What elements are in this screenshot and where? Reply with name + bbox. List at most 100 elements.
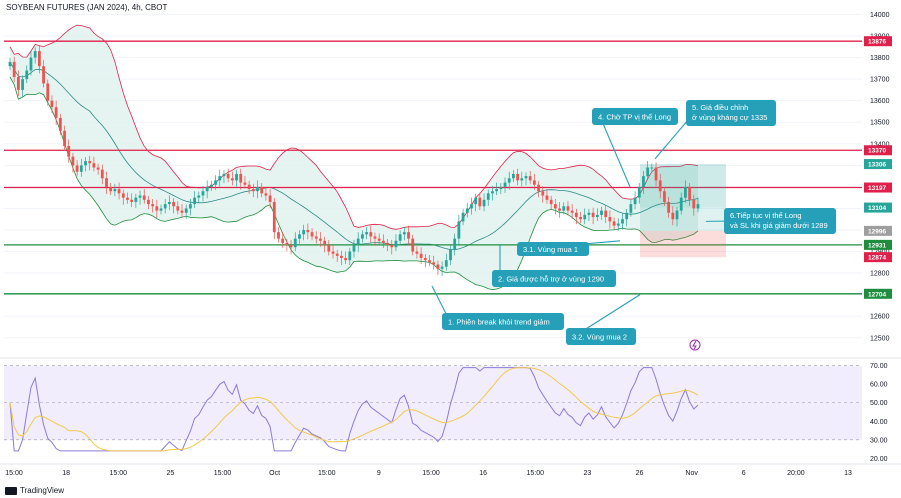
time-tick: 15:00 xyxy=(318,470,336,477)
candle-body xyxy=(222,173,226,177)
candle-body xyxy=(214,180,217,185)
candle-body xyxy=(184,208,188,213)
candle-body xyxy=(587,212,591,215)
horizontal-levels xyxy=(4,40,862,295)
candle-body xyxy=(365,232,368,235)
price-label-bg xyxy=(864,145,892,156)
candle-body xyxy=(243,182,247,185)
candle-body xyxy=(230,178,234,181)
time-tick: 20:00 xyxy=(787,470,805,477)
candle-body xyxy=(419,253,423,259)
candle-body xyxy=(256,186,259,192)
candle-body xyxy=(134,197,138,202)
annotation-text: 1. Phiên break khỏi trend giảm xyxy=(448,318,550,327)
candle-body xyxy=(650,167,654,169)
candle-body xyxy=(117,189,121,194)
candle-body xyxy=(46,83,50,101)
candle-body xyxy=(151,204,155,207)
candle-body xyxy=(625,212,629,220)
candle-body xyxy=(373,236,377,239)
annotation-box xyxy=(566,328,636,345)
rsi-tick: 30.00 xyxy=(870,437,888,444)
price-label-bg xyxy=(864,252,892,263)
candle-body xyxy=(235,173,238,181)
rsi-tick: 20.00 xyxy=(870,456,888,463)
candle-body xyxy=(348,251,352,261)
tradingview-icon xyxy=(5,486,17,495)
brand-name: TradingView xyxy=(20,486,65,495)
candle-body xyxy=(205,186,209,192)
candle-body xyxy=(163,204,167,209)
candle-body xyxy=(654,167,658,181)
stop-zone xyxy=(640,230,726,258)
price-label-bg xyxy=(864,225,892,236)
candle-body xyxy=(302,229,306,235)
candle-body xyxy=(449,249,452,261)
bollinger-lower xyxy=(9,76,699,291)
candle-body xyxy=(629,204,633,213)
candle-body xyxy=(272,201,276,233)
price-tick: 12600 xyxy=(870,314,890,321)
candle-body xyxy=(113,189,117,192)
candle-body xyxy=(360,234,364,239)
candle-body xyxy=(323,240,327,246)
candle-body xyxy=(369,232,373,237)
candle-body xyxy=(58,117,62,131)
candle-body xyxy=(696,204,700,209)
candle-body xyxy=(470,204,473,209)
candle-body xyxy=(444,260,448,267)
candle-body xyxy=(159,208,163,211)
candle-body xyxy=(147,199,150,205)
price-tick: 14000 xyxy=(870,12,890,19)
candle-body xyxy=(352,245,356,252)
candle-body xyxy=(415,251,419,254)
candle-body xyxy=(268,195,272,202)
price-axis[interactable]: 1250012600127001280012900130001310013200… xyxy=(864,12,892,342)
annotation-box xyxy=(724,208,836,234)
candle-body xyxy=(692,199,696,209)
time-axis[interactable]: 15:00 18 15:00 25 15:00 Oct 15:00 9 15:00 16 15:00… xyxy=(0,357,901,477)
price-label-bg xyxy=(864,288,892,299)
candle-body xyxy=(138,195,142,198)
candle-body xyxy=(172,201,176,207)
candle-body xyxy=(176,206,180,211)
annotation-pointer xyxy=(599,116,631,188)
candle-body xyxy=(558,208,561,211)
candle-body xyxy=(310,232,314,237)
annotation-text: 3.1. Vùng mua 1 xyxy=(523,245,578,254)
flash-icon-ring xyxy=(689,339,701,351)
price-tick: 13800 xyxy=(870,55,890,62)
chart-title: SOYBEAN FUTURES (JAN 2024), 4h, CBOT xyxy=(6,3,168,12)
time-tick: Oct xyxy=(269,470,280,477)
candle-body xyxy=(633,197,637,205)
candle-body xyxy=(612,221,616,226)
candle-body xyxy=(142,195,146,200)
time-tick: Nov xyxy=(685,470,698,477)
candle-body xyxy=(54,107,58,118)
annotation-box xyxy=(517,242,589,256)
candle-body xyxy=(646,167,650,177)
rsi-ma-line xyxy=(9,367,699,452)
price-label: 13306 xyxy=(868,162,886,169)
candle-body xyxy=(667,201,671,213)
candle-body xyxy=(512,173,515,179)
tradingview-logo[interactable]: TradingView xyxy=(5,486,64,495)
time-tick: 15:00 xyxy=(5,470,23,477)
candle-body xyxy=(532,180,536,185)
time-tick: 25 xyxy=(166,470,174,477)
time-tick: 6 xyxy=(742,470,746,477)
annotation-4: 3.2. Vùng mua 2 xyxy=(566,294,641,345)
candle-body xyxy=(197,195,201,198)
candle-body xyxy=(453,238,457,250)
candle-body xyxy=(465,208,469,213)
candle-body xyxy=(684,186,687,198)
candle-body xyxy=(507,178,511,183)
candle-body xyxy=(411,238,415,252)
candle-body xyxy=(495,189,499,192)
candle-body xyxy=(491,191,494,194)
annotation-box xyxy=(592,108,678,125)
candle-body xyxy=(293,238,297,248)
candle-body xyxy=(386,242,389,246)
candle-body xyxy=(595,214,599,218)
